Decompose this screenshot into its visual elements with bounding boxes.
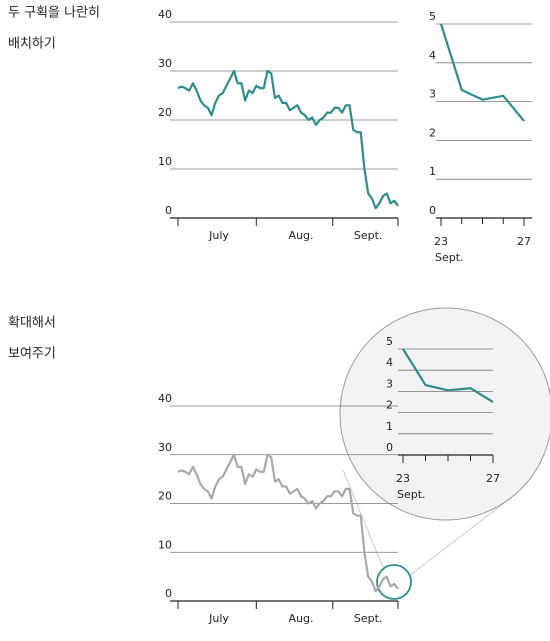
- x-axis-label: Sept.: [435, 251, 464, 264]
- x-tick-label: 27: [517, 235, 531, 248]
- x-tick-label: 23: [396, 472, 410, 485]
- y-tick-label: 20: [158, 106, 172, 119]
- data-line: [439, 23, 525, 122]
- x-tick-label: 27: [486, 472, 500, 485]
- y-tick-label: 10: [158, 538, 172, 551]
- y-tick-label: 20: [158, 490, 172, 503]
- data-line: [402, 348, 494, 403]
- zoom-circle: [339, 307, 550, 521]
- highlight-circle: [376, 564, 412, 600]
- y-tick-label: 4: [386, 356, 393, 369]
- zoom-connector: [408, 496, 513, 577]
- y-tick-label: 2: [429, 126, 436, 139]
- data-line: [177, 69, 399, 210]
- zoom-connector: [342, 469, 385, 571]
- data-line: [177, 453, 399, 593]
- y-tick-label: 0: [165, 204, 172, 217]
- y-tick-label: 30: [158, 57, 172, 70]
- y-tick-label: 1: [386, 420, 393, 433]
- heading: 확대해서: [8, 316, 56, 331]
- y-tick-label: 5: [429, 10, 436, 23]
- y-tick-label: 2: [386, 399, 393, 412]
- x-tick-label: 23: [434, 235, 448, 248]
- x-tick-label: July: [208, 229, 229, 242]
- x-tick-label: Sept.: [354, 229, 383, 242]
- y-tick-label: 0: [386, 441, 393, 454]
- y-tick-label: 1: [429, 165, 436, 178]
- y-tick-label: 40: [158, 8, 172, 21]
- y-tick-label: 3: [429, 88, 436, 101]
- y-tick-label: 30: [158, 441, 172, 454]
- x-tick-label: July: [208, 612, 229, 625]
- y-tick-label: 40: [158, 392, 172, 405]
- x-tick-label: Sept.: [354, 612, 383, 625]
- y-tick-label: 0: [429, 204, 436, 217]
- x-tick-label: Aug.: [289, 229, 314, 242]
- y-tick-label: 10: [158, 155, 172, 168]
- x-tick-label: Aug.: [289, 612, 314, 625]
- heading: 두 구획을 나란히: [8, 6, 100, 21]
- heading: 보여주기: [8, 347, 56, 362]
- y-tick-label: 5: [386, 335, 393, 348]
- x-axis-label: Sept.: [397, 488, 426, 501]
- y-tick-label: 4: [429, 49, 436, 62]
- heading: 배치하기: [8, 37, 56, 52]
- y-tick-label: 0: [165, 587, 172, 600]
- y-tick-label: 3: [386, 377, 393, 390]
